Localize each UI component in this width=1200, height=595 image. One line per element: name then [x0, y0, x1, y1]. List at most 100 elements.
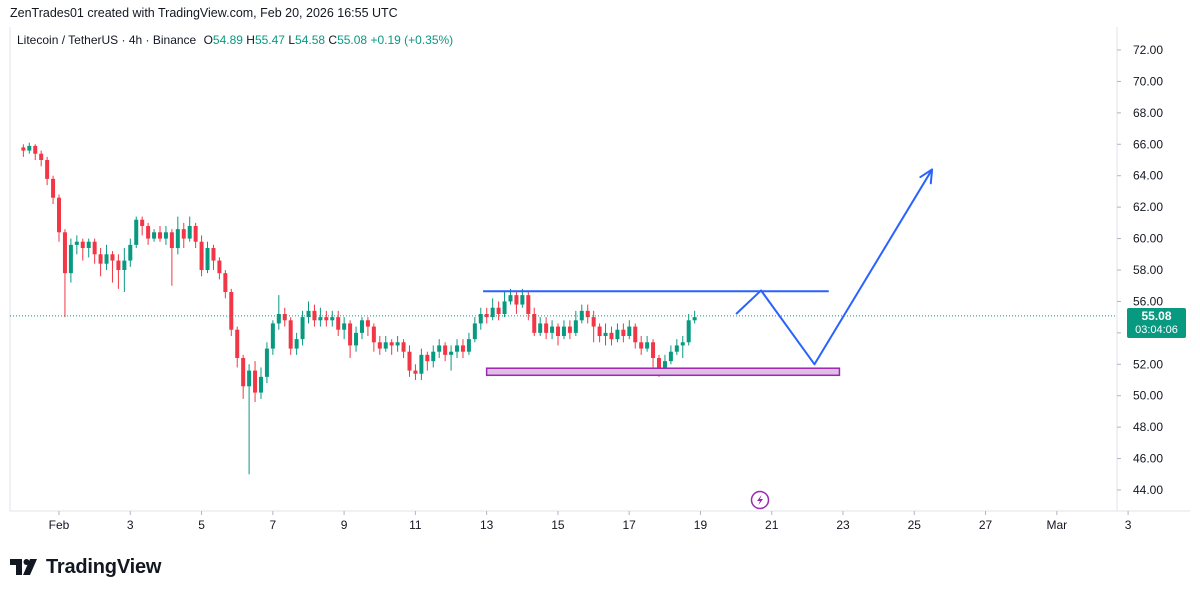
candle-body	[258, 376, 263, 393]
candle-body	[556, 326, 561, 336]
last-price-badge: 55.08 03:04:06	[1127, 308, 1186, 338]
candle-body	[460, 345, 465, 352]
candle-body	[223, 273, 228, 292]
candle-body	[407, 351, 412, 371]
candle-body	[324, 317, 329, 321]
candle-body	[128, 244, 133, 261]
candle-body	[437, 345, 442, 352]
close-value: 55.08	[337, 33, 368, 47]
time-tick-label: 7	[269, 518, 276, 532]
candles	[10, 142, 1117, 475]
candle-body	[318, 317, 323, 321]
candle-body	[74, 241, 79, 245]
candle-body	[662, 361, 667, 371]
candle-body	[342, 323, 347, 330]
candle-body	[579, 310, 584, 321]
candle-body	[336, 317, 341, 330]
candle-body	[27, 145, 32, 151]
candle-body	[419, 354, 424, 374]
candle-body	[157, 232, 162, 239]
candle-body	[80, 241, 85, 248]
tradingview-logo[interactable]: TradingView	[10, 555, 161, 579]
price-tick-label: 56.00	[1133, 294, 1163, 308]
candle-body	[668, 351, 673, 362]
last-price-value: 55.08	[1141, 309, 1172, 323]
candle-body	[371, 326, 376, 343]
chart-attribution: ZenTrades01 created with TradingView.com…	[10, 6, 398, 20]
price-tick-label: 48.00	[1133, 420, 1163, 434]
open-label: O	[203, 33, 213, 47]
candle-body	[193, 226, 198, 242]
candle-body	[181, 229, 186, 239]
candle-body	[45, 160, 50, 179]
candle-body	[597, 326, 602, 336]
candle-body	[247, 370, 252, 387]
candle-body	[472, 323, 477, 340]
candle-body	[413, 370, 418, 374]
support-zone	[485, 367, 841, 377]
price-tick-label: 60.00	[1133, 232, 1163, 246]
candle-body	[199, 241, 204, 270]
price-tick-label: 62.00	[1133, 200, 1163, 214]
tradingview-logo-icon	[10, 559, 37, 575]
candle-body	[615, 329, 620, 340]
candle-body	[633, 326, 638, 343]
price-tick-label: 70.00	[1133, 74, 1163, 88]
time-tick-label: 3	[1125, 518, 1132, 532]
lightning-icon	[757, 495, 763, 505]
candle-body	[57, 197, 62, 233]
candle-body	[383, 342, 388, 349]
candle-body	[645, 342, 650, 349]
candle-body	[68, 244, 73, 274]
time-tick-label: 9	[341, 518, 348, 532]
candle-body	[585, 310, 590, 318]
symbol-name: Litecoin / TetherUS · 4h · Binance	[17, 33, 197, 47]
candle-body	[300, 317, 305, 340]
price-axis: 72.00 70.00 68.00 66.00 64.00 62.00 60.00 58.00…	[1117, 43, 1163, 497]
low-value: 54.58	[295, 33, 326, 47]
candle-body	[377, 342, 382, 349]
candle-body	[443, 345, 448, 355]
candle-body	[39, 153, 44, 160]
candle-body	[508, 295, 513, 302]
candle-body	[674, 345, 679, 352]
time-tick-label: 11	[409, 518, 422, 532]
candle-body	[591, 317, 596, 327]
candle-body	[401, 342, 406, 352]
high-value: 55.47	[254, 33, 285, 47]
candle-body	[152, 232, 157, 239]
candle-body	[354, 332, 359, 346]
price-tick-label: 44.00	[1133, 483, 1163, 497]
time-axis: Feb 3 5 7 9 11 13 15 17 19 21 23 25 27 Mar 3	[49, 511, 1132, 532]
candle-body	[270, 323, 275, 349]
price-tick-label: 64.00	[1133, 169, 1163, 183]
candle-body	[205, 248, 210, 270]
candle-body	[104, 254, 109, 264]
candle-body	[389, 342, 394, 346]
candle-body	[146, 226, 151, 239]
time-tick-label: 21	[765, 518, 779, 532]
candle-body	[538, 323, 543, 333]
candle-body	[490, 307, 495, 318]
price-chart[interactable]: 72.00 70.00 68.00 66.00 64.00 62.00 60.00 58.00…	[0, 27, 1200, 545]
time-tick-label: Feb	[49, 518, 70, 532]
price-tick-label: 58.00	[1133, 263, 1163, 277]
tradingview-logo-text: TradingView	[46, 555, 162, 578]
candle-body	[550, 326, 555, 333]
change-value: +0.19 (+0.35%)	[370, 33, 454, 47]
candle-body	[169, 232, 174, 248]
time-tick-label: 19	[694, 518, 708, 532]
candle-body	[348, 323, 353, 346]
candle-body	[478, 314, 483, 324]
candle-body	[187, 226, 192, 239]
candle-body	[466, 339, 471, 352]
candle-body	[496, 307, 501, 314]
candle-body	[609, 332, 614, 340]
candle-body	[561, 326, 566, 336]
time-tick-label: 13	[480, 518, 494, 532]
candle-body	[651, 342, 656, 358]
price-tick-label: 46.00	[1133, 452, 1163, 466]
candle-body	[520, 295, 525, 305]
candle-body	[514, 295, 519, 305]
candle-body	[33, 145, 38, 154]
